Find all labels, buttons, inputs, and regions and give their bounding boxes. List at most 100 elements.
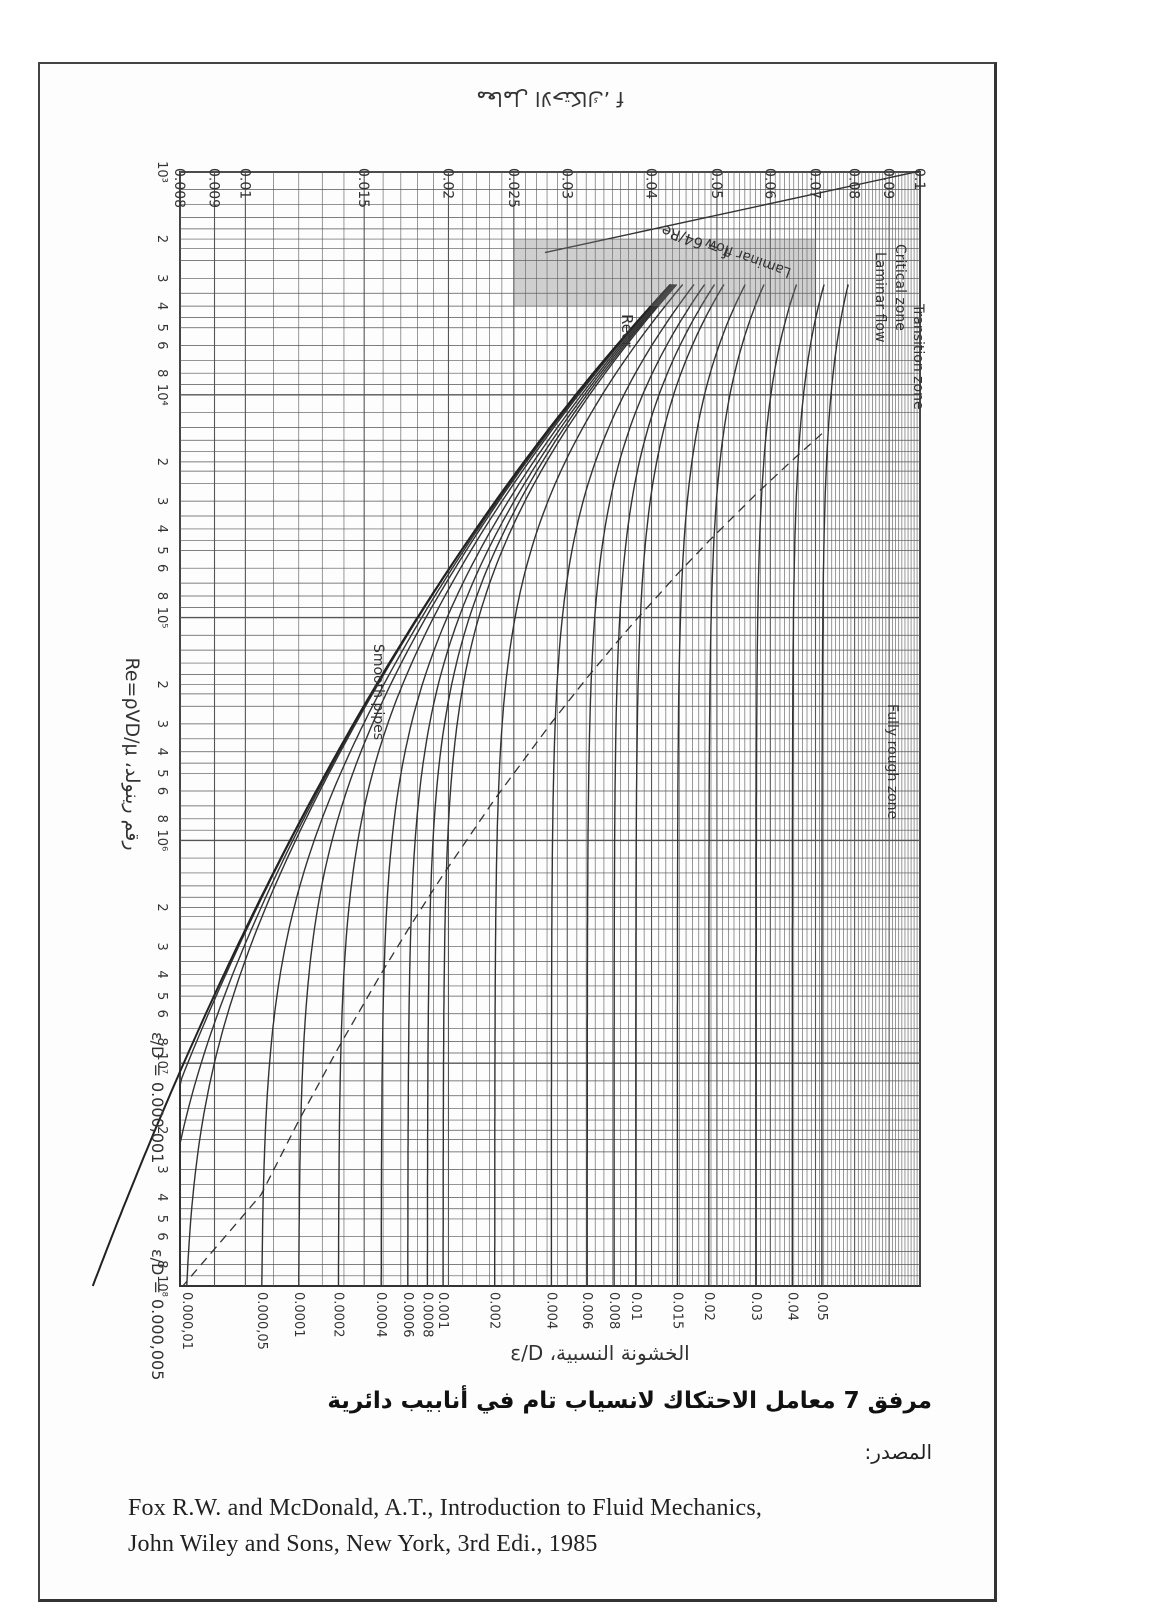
roughness-tick-label: 0.02 [701, 1292, 716, 1321]
reynolds-tick-label: 2 [154, 1126, 169, 1134]
roughness-curve [635, 284, 725, 1286]
source-label: المصدر: [864, 1440, 932, 1464]
friction-tick-label: 0.008 [171, 168, 187, 208]
friction-tick-label: 0.06 [761, 168, 777, 199]
smooth-pipes-label: Smooth pipes [370, 644, 386, 740]
roughness-tick-label: 0.0001 [291, 1292, 306, 1338]
reynolds-tick-label: 8 [154, 592, 169, 600]
friction-tick-label: 0.009 [206, 168, 222, 208]
roughness-curve [337, 284, 673, 1286]
roughness-curve [179, 284, 672, 1286]
reynolds-tick-label: 4 [154, 970, 169, 978]
reynolds-tick-label: 10⁴ [154, 384, 169, 406]
roughness-tick-label: 0.001 [435, 1292, 450, 1329]
reynolds-tick-label: 3 [154, 943, 169, 951]
laminar-line [544, 170, 921, 254]
roughness-tick-label: 0.008 [606, 1292, 621, 1329]
roughness-tick-label: 0.01 [628, 1292, 643, 1321]
plot-area-border [179, 171, 921, 1287]
reynolds-tick-label: 4 [154, 525, 169, 533]
reynolds-tick-label: 5 [154, 769, 169, 777]
friction-tick-label: 0.08 [846, 168, 862, 199]
roughness-curve [708, 284, 765, 1286]
roughness-tick-label: 0.015 [669, 1292, 684, 1329]
reynolds-tick-label: 10⁵ [154, 607, 169, 629]
critical-zone-label: Critical zone [892, 244, 908, 331]
roughness-curve [494, 284, 684, 1286]
roughness-curve [179, 284, 672, 1286]
roughness-tick-label: 0.000,01 [179, 1292, 194, 1350]
roughness-tick-label: 0.05 [814, 1292, 829, 1321]
friction-factor-tick-labels: 0.008 0.009 0.01 0.015 0.02 0.025 0.03 0.04 0.05… [171, 168, 927, 208]
roughness-curve [186, 284, 672, 1287]
roughness-curve [442, 284, 678, 1286]
reynolds-tick-label: 6 [154, 1010, 169, 1018]
reynolds-tick-label: 8 [154, 369, 169, 377]
reynolds-tick-label: 10³ [154, 161, 169, 183]
roughness-min-label: ε/D = 0.000,001 [148, 1032, 167, 1163]
roughness-tick-label: 0.0008 [419, 1292, 434, 1338]
roughness-tick-label: 0.004 [543, 1292, 558, 1329]
grid-vertical-lines [179, 172, 921, 1286]
reynolds-tick-label: 3 [154, 1165, 169, 1173]
roughness-axis-label: الخشونة النسبية، ε/D [510, 1341, 689, 1365]
reynolds-tick-label: 8 [154, 815, 169, 823]
fully-rough-boundary [180, 433, 823, 1287]
roughness-tick-label: 0.006 [579, 1292, 594, 1329]
reynolds-tick-label: 5 [154, 992, 169, 1000]
roughness-curve [407, 284, 675, 1286]
figure-caption: مرفق 7 معامل الاحتكاك لانسياب تام في أنا… [327, 1388, 932, 1414]
reynolds-tick-label: 8 [154, 1037, 169, 1045]
reynolds-tick-label: 10⁷ [154, 1052, 169, 1074]
reynolds-tick-label: 2 [154, 681, 169, 689]
reynolds-tick-label: 2 [154, 903, 169, 911]
roughness-curve [755, 284, 798, 1286]
reynolds-tick-label: 3 [154, 497, 169, 505]
reynolds-tick-label: 5 [154, 1215, 169, 1223]
roughness-tick-label: 0.0002 [330, 1292, 345, 1338]
roughness-small-label: ε/D = 0.000,005 [148, 1249, 167, 1380]
roughness-curve [550, 284, 695, 1286]
roughness-curve [380, 284, 674, 1286]
friction-tick-label: 0.04 [643, 168, 659, 199]
roughness-curve [791, 284, 825, 1286]
friction-tick-label: 0.01 [236, 168, 252, 199]
roughness-curve [298, 284, 672, 1286]
roughness-tick-label: 0.0004 [373, 1292, 388, 1338]
friction-tick-label: 0.015 [355, 168, 371, 208]
reynolds-tick-label: 3 [154, 720, 169, 728]
reference-text: Fox R.W. and McDonald, A.T., Introductio… [128, 1490, 762, 1562]
reynolds-tick-label: 6 [154, 341, 169, 349]
moody-chart: 10³ 2 3 4 5 6 8 10⁴ 2 3 4 5 6 8 10⁵ 2 3 4 5 6 8 10⁶ 2 3 4 5 6 8 10⁷ 2… [91, 87, 927, 1380]
reynolds-tick-label: 6 [154, 564, 169, 572]
fully-rough-zone-label: Fully rough zone [884, 704, 900, 819]
reynolds-tick-label: 2 [154, 458, 169, 466]
reynolds-tick-label: 8 [154, 1260, 169, 1268]
roughness-curve [821, 284, 849, 1286]
critical-zone-band [513, 239, 816, 307]
reynolds-tick-label: 3 [154, 274, 169, 282]
roughness-tick-labels: 0.000,01 0.000,05 0.0001 0.0002 0.0004 0.0006… [179, 1292, 829, 1350]
roughness-tick-label: 0.03 [748, 1292, 763, 1321]
roughness-curve [426, 284, 677, 1286]
reference-line-2: John Wiley and Sons, New York, 3rd Edi.,… [128, 1531, 598, 1557]
reynolds-tick-label: 4 [154, 302, 169, 310]
reynolds-tick-labels: 10³ 2 3 4 5 6 8 10⁴ 2 3 4 5 6 8 10⁵ 2 3 4 5 6 8 10⁶ 2 3 4 5 6 8 10⁷ 2… [154, 161, 169, 1297]
reynolds-tick-label: 10⁶ [154, 830, 169, 852]
roughness-tick-label: 0.04 [784, 1292, 799, 1321]
reynolds-tick-label: 4 [154, 1193, 169, 1201]
roughness-tick-label: 0.0006 [400, 1292, 415, 1338]
page-frame [38, 62, 997, 1602]
roughness-curve [586, 284, 706, 1286]
friction-tick-label: 0.05 [708, 168, 724, 199]
y-axis-label: معامل الاحتكاك، f [476, 87, 624, 111]
reference-line-1: Fox R.W. and McDonald, A.T., Introductio… [128, 1495, 763, 1521]
roughness-curve [613, 284, 716, 1286]
roughness-tick-label: 0.002 [487, 1292, 502, 1329]
transition-zone-label: Transition zone [910, 303, 926, 410]
reynolds-tick-label: 5 [154, 546, 169, 554]
friction-tick-label: 0.09 [880, 168, 896, 199]
roughness-curve [676, 284, 746, 1286]
friction-tick-label: 0.1 [911, 168, 927, 190]
reynolds-tick-label: 5 [154, 324, 169, 332]
